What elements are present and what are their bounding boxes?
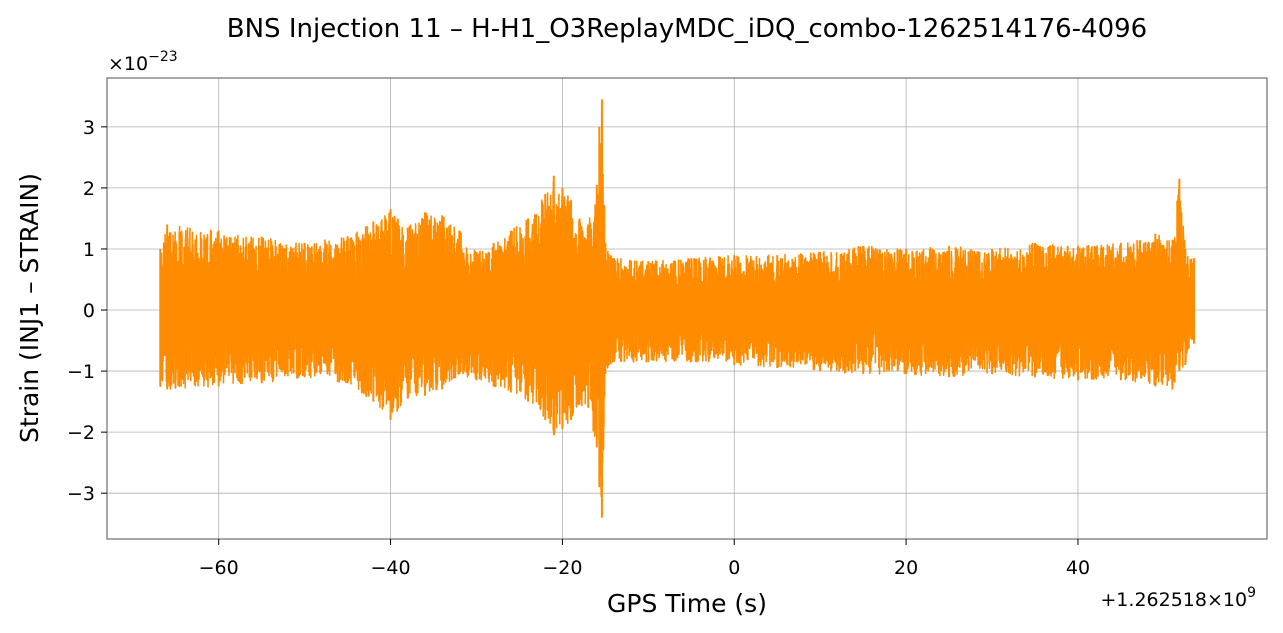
- y-tick-label: −2: [67, 422, 95, 444]
- x-offset-label: +1.262518×109: [1100, 585, 1256, 611]
- y-tick-label: 0: [83, 300, 95, 322]
- y-tick-label: 3: [83, 117, 95, 139]
- x-axis-label: GPS Time (s): [607, 589, 767, 618]
- strain-series-line: [159, 106, 1195, 514]
- x-axis-ticks: −60 −40 −20 0 20 40: [199, 539, 1090, 579]
- plot-frame: [106, 77, 1268, 540]
- y-axis-ticks: −3 −2 −1 0 1 2 3: [67, 117, 107, 505]
- waveform-series: [159, 99, 1195, 518]
- y-tick-label: −3: [67, 483, 95, 505]
- chart-title: BNS Injection 11 – H-H1_O3ReplayMDC_iDQ_…: [227, 14, 1147, 44]
- x-tick-label: −60: [199, 557, 239, 579]
- y-axis-label: Strain (INJ1 – STRAIN): [15, 173, 44, 443]
- y-tick-label: 1: [83, 239, 95, 261]
- x-tick-label: 40: [1066, 557, 1090, 579]
- x-tick-label: 20: [894, 557, 918, 579]
- y-tick-label: 2: [83, 178, 95, 200]
- y-tick-label: −1: [67, 361, 95, 383]
- x-tick-label: −40: [371, 557, 411, 579]
- x-tick-label: 0: [728, 557, 740, 579]
- x-tick-label: −20: [542, 557, 582, 579]
- y-scale-label: ×10−23: [108, 49, 178, 75]
